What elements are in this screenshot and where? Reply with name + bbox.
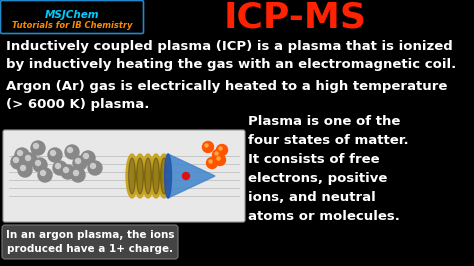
Circle shape — [182, 172, 190, 180]
Circle shape — [64, 168, 69, 172]
Polygon shape — [168, 154, 215, 198]
Ellipse shape — [161, 158, 167, 194]
Circle shape — [73, 156, 87, 170]
Circle shape — [36, 160, 40, 165]
Circle shape — [212, 149, 224, 160]
Circle shape — [11, 155, 25, 169]
Circle shape — [20, 165, 26, 171]
Circle shape — [53, 161, 67, 175]
Ellipse shape — [142, 154, 154, 198]
Text: Inductively coupled plasma (ICP) is a plasma that is ionized
by inductively heat: Inductively coupled plasma (ICP) is a pl… — [6, 40, 456, 71]
Circle shape — [40, 171, 46, 176]
Circle shape — [18, 163, 32, 177]
Circle shape — [81, 151, 95, 165]
Circle shape — [91, 164, 95, 168]
Text: Tutorials for IB Chemistry: Tutorials for IB Chemistry — [12, 21, 132, 30]
Circle shape — [75, 159, 81, 164]
FancyBboxPatch shape — [2, 225, 178, 259]
Text: Argon (Ar) gas is electrically heated to a high temperature
(> 6000 K) plasma.: Argon (Ar) gas is electrically heated to… — [6, 80, 447, 111]
Circle shape — [209, 160, 212, 163]
Ellipse shape — [137, 158, 144, 194]
Circle shape — [26, 156, 30, 160]
Text: ICP-MS: ICP-MS — [224, 1, 366, 35]
Circle shape — [38, 168, 52, 182]
Circle shape — [215, 152, 218, 155]
Circle shape — [33, 158, 47, 172]
Circle shape — [18, 151, 22, 156]
Circle shape — [31, 141, 45, 155]
Circle shape — [83, 153, 89, 159]
Circle shape — [217, 144, 228, 156]
Circle shape — [217, 157, 220, 160]
Ellipse shape — [126, 154, 138, 198]
Circle shape — [215, 155, 226, 165]
Circle shape — [207, 157, 218, 168]
Text: In an argon plasma, the ions
produced have a 1+ charge.: In an argon plasma, the ions produced ha… — [6, 230, 174, 254]
Circle shape — [219, 147, 222, 150]
Circle shape — [13, 157, 18, 163]
Text: Plasma is one of the
four states of matter.
It consists of free
electrons, posit: Plasma is one of the four states of matt… — [248, 115, 409, 223]
Circle shape — [202, 142, 213, 152]
Ellipse shape — [158, 154, 170, 198]
Circle shape — [67, 148, 73, 152]
Ellipse shape — [150, 154, 162, 198]
Circle shape — [65, 145, 79, 159]
Circle shape — [205, 144, 208, 147]
Circle shape — [23, 153, 37, 167]
FancyBboxPatch shape — [3, 130, 245, 222]
Circle shape — [73, 171, 79, 176]
Ellipse shape — [164, 154, 172, 198]
Circle shape — [55, 164, 61, 168]
Circle shape — [88, 161, 102, 175]
Ellipse shape — [134, 154, 146, 198]
Ellipse shape — [153, 158, 159, 194]
Text: MSJChem: MSJChem — [45, 10, 99, 20]
Circle shape — [71, 168, 85, 182]
Circle shape — [34, 143, 38, 148]
Ellipse shape — [145, 158, 152, 194]
Circle shape — [51, 151, 55, 156]
Circle shape — [15, 148, 29, 162]
Ellipse shape — [128, 158, 136, 194]
Circle shape — [48, 148, 62, 162]
Circle shape — [61, 165, 75, 179]
